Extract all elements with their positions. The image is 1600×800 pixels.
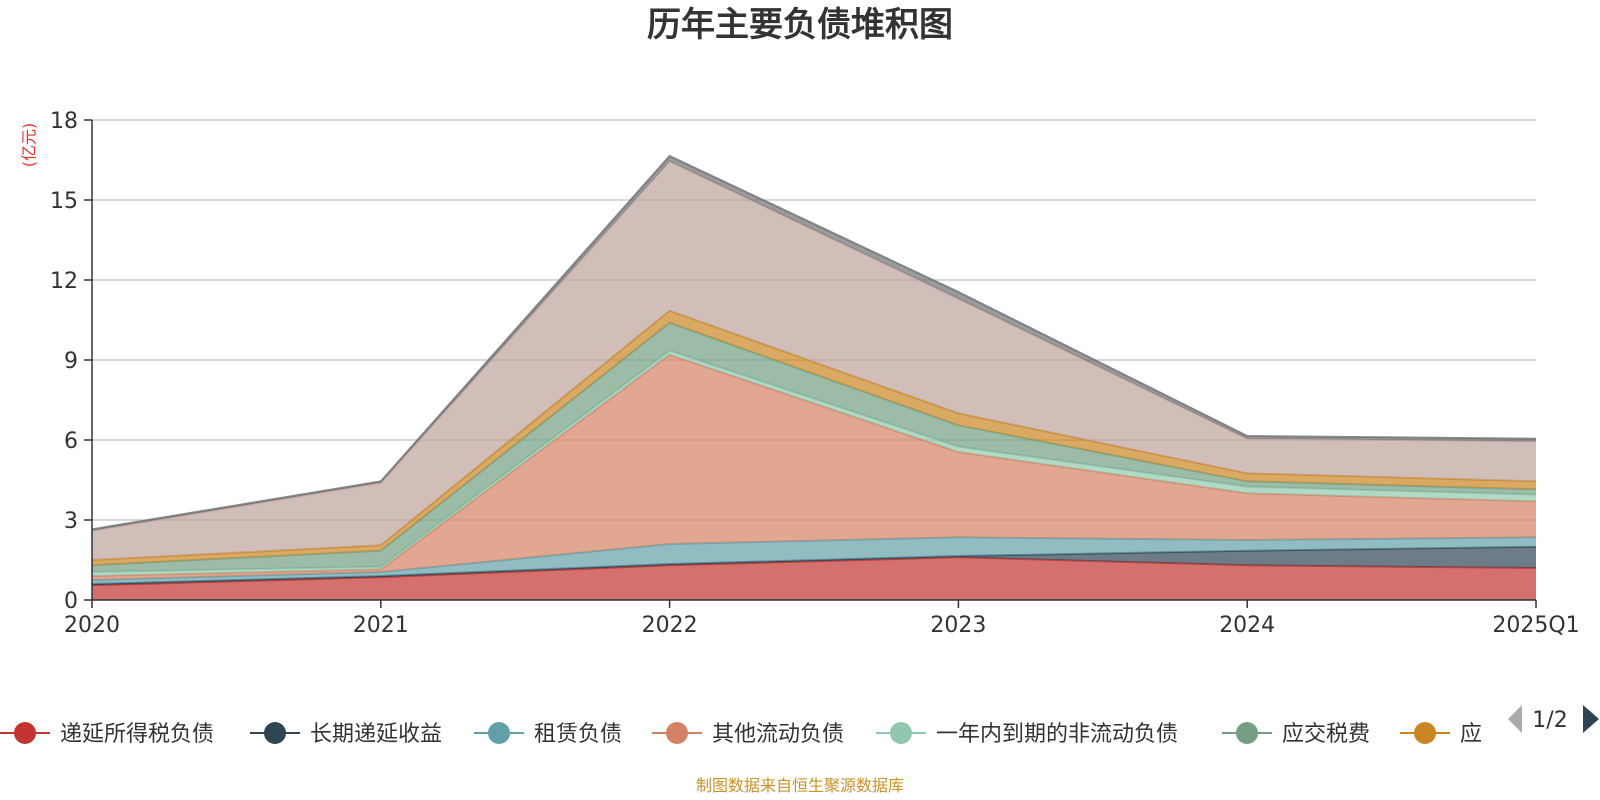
legend-item[interactable]: 租赁负债 (474, 722, 622, 747)
legend-prev-icon[interactable] (1508, 705, 1522, 733)
legend-marker (890, 722, 912, 744)
area-series (91, 154, 1537, 600)
legend-label: 应交税费 (1282, 722, 1370, 747)
legend-item[interactable]: 递延所得税负债 (0, 722, 214, 747)
legend-marker (666, 722, 688, 744)
legend-page-indicator: 1/2 (1532, 708, 1567, 733)
legend-next-icon[interactable] (1583, 705, 1599, 733)
legend-label: 其他流动负债 (712, 722, 844, 747)
legend-label: 一年内到期的非流动负债 (936, 722, 1178, 747)
area-series-8 (92, 161, 1536, 561)
legend-item[interactable]: 长期递延收益 (250, 722, 442, 747)
y-axis-unit: (亿元) (20, 123, 39, 168)
legend-label: 递延所得税负债 (60, 722, 214, 747)
legend: 递延所得税负债 长期递延收益 租赁负债 其他流动负债 一年内到期的非流动负债 应交税费 应 (0, 722, 1482, 747)
legend-item[interactable]: 其他流动负债 (652, 722, 844, 747)
area-series-6 (92, 322, 1536, 572)
legend-pager: 1/2 (1508, 705, 1599, 733)
area-series-3 (92, 537, 1536, 584)
area-series-2 (92, 546, 1536, 586)
y-tick-label: 9 (64, 349, 78, 374)
y-tick-label: 15 (50, 189, 78, 214)
area-series-4 (92, 354, 1536, 580)
y-tick-label: 6 (64, 429, 78, 454)
x-tick-label: 2024 (1219, 613, 1275, 638)
y-axis-ticks: 0 3 6 9 12 15 18 (50, 109, 92, 614)
y-tick-label: 18 (50, 109, 78, 134)
series-line-9 (91, 154, 1537, 531)
legend-marker (264, 722, 286, 744)
legend-label: 应 (1460, 722, 1482, 747)
legend-item[interactable]: 应交税费 (1222, 722, 1370, 747)
x-tick-label: 2022 (642, 613, 698, 638)
legend-item[interactable]: 一年内到期的非流动负债 (876, 722, 1178, 747)
legend-label: 租赁负债 (534, 722, 622, 747)
y-tick-label: 0 (64, 589, 78, 614)
y-tick-label: 3 (64, 509, 78, 534)
y-tick-label: 12 (50, 269, 78, 294)
area-series-1 (92, 557, 1536, 600)
legend-label: 长期递延收益 (310, 722, 442, 747)
legend-marker (1414, 722, 1436, 744)
x-tick-label: 2025Q1 (1492, 613, 1579, 638)
legend-marker (1236, 722, 1258, 744)
chart-title: 历年主要负债堆积图 (647, 5, 953, 45)
x-tick-label: 2023 (930, 613, 986, 638)
source-note: 制图数据来自恒生聚源数据库 (696, 776, 904, 795)
x-tick-label: 2021 (353, 613, 409, 638)
x-axis-ticks: 2020 2021 2022 2023 2024 2025Q1 (64, 600, 1580, 638)
legend-marker (488, 722, 510, 744)
x-tick-label: 2020 (64, 613, 120, 638)
legend-marker (14, 722, 36, 744)
legend-item[interactable]: 应 (1400, 722, 1482, 747)
